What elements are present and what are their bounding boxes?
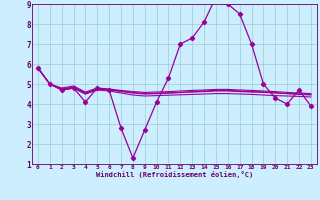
- X-axis label: Windchill (Refroidissement éolien,°C): Windchill (Refroidissement éolien,°C): [96, 171, 253, 178]
